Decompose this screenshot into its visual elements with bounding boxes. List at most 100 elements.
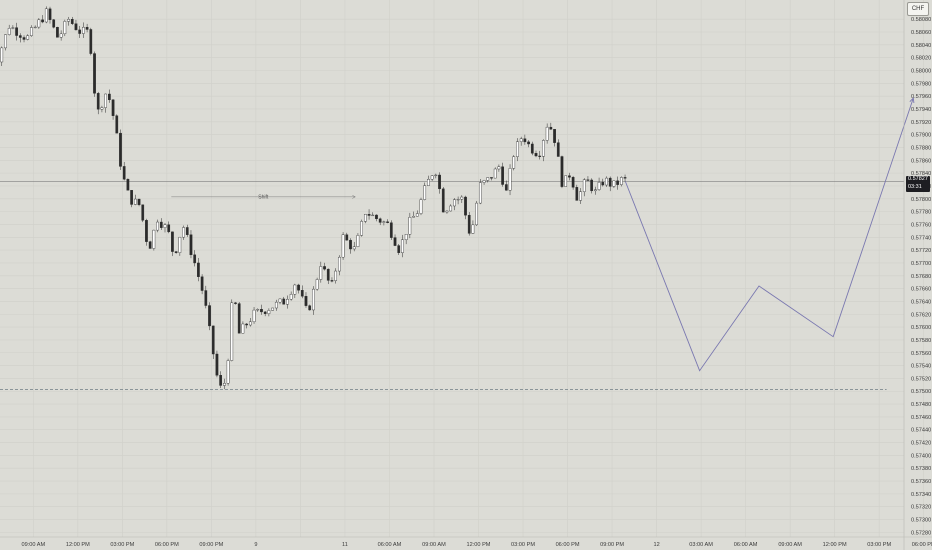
candle-body	[200, 276, 204, 291]
candle-body	[308, 305, 312, 311]
candle-body	[274, 301, 278, 309]
candle-body	[226, 360, 230, 384]
candle-body	[286, 299, 289, 305]
candle-body	[33, 26, 37, 29]
candle-body	[542, 140, 545, 157]
candle-body	[545, 126, 549, 141]
candle-body	[508, 168, 512, 191]
x-tick-label: 06:00 AM	[734, 542, 758, 548]
y-tick-label: 0.57440	[911, 428, 931, 434]
candle-body	[185, 227, 189, 235]
x-tick-label: 12:00 PM	[823, 542, 847, 548]
y-tick-label: 0.58060	[911, 30, 931, 36]
candle-body	[349, 239, 352, 250]
candle-body	[289, 294, 293, 300]
x-tick-label: 09:00 AM	[422, 542, 446, 548]
candle-body	[619, 177, 623, 185]
x-tick-label: 09:00 AM	[21, 542, 45, 548]
candle-body	[85, 26, 89, 30]
candle-body	[441, 188, 445, 213]
y-tick-label: 0.57940	[911, 107, 931, 113]
candle-body	[182, 227, 185, 238]
candle-body	[616, 180, 619, 185]
projection-path	[624, 97, 914, 372]
candle-body	[15, 27, 18, 36]
candle-body	[334, 270, 338, 281]
x-tick-label: 06:00 PM	[912, 542, 932, 548]
shift-arrowhead	[352, 195, 356, 199]
candle-body	[4, 34, 7, 49]
candle-body	[282, 298, 286, 305]
y-tick-label: 0.57880	[911, 145, 931, 151]
y-tick-label: 0.57740	[911, 235, 931, 241]
candle-body	[271, 307, 274, 311]
candle-body	[389, 222, 393, 238]
candle-body	[490, 177, 493, 179]
candle-body	[382, 221, 386, 223]
candle-body	[434, 174, 438, 177]
candle-body	[48, 8, 52, 20]
candle-body	[119, 132, 122, 167]
annotation-layer: Shift	[0, 181, 904, 201]
y-tick-label: 0.57620	[911, 312, 931, 318]
shift-label: Shift	[258, 195, 269, 201]
candle-body	[59, 33, 63, 38]
x-tick-label: 12	[653, 542, 659, 548]
y-tick-label: 0.58000	[911, 68, 931, 74]
candle-body	[156, 221, 159, 231]
candle-body	[193, 254, 197, 264]
candle-body	[393, 237, 397, 246]
candle-body	[230, 302, 234, 361]
y-tick-label: 0.57920	[911, 120, 931, 126]
y-tick-label: 0.57840	[911, 171, 931, 177]
candle-body	[386, 221, 389, 223]
candle-body	[430, 175, 434, 180]
candle-body	[575, 187, 579, 201]
candle-body	[237, 303, 241, 334]
candle-body	[360, 221, 363, 236]
candle-body	[549, 126, 553, 130]
candle-body	[263, 311, 267, 314]
y-tick-label: 0.57280	[911, 530, 931, 536]
y-tick-label: 0.58080	[911, 17, 931, 23]
y-tick-label: 0.58040	[911, 43, 931, 49]
y-tick-label: 0.57600	[911, 325, 931, 331]
candle-body	[512, 156, 516, 169]
candle-body	[248, 321, 252, 326]
candle-body	[126, 178, 130, 191]
candle-body	[122, 166, 126, 180]
candle-body	[523, 138, 527, 143]
x-tick-label: 09:00 PM	[199, 542, 223, 548]
candle-body	[152, 229, 156, 249]
candle-body	[133, 198, 137, 205]
x-tick-label: 12:00 PM	[467, 542, 491, 548]
grid-lines	[0, 0, 925, 537]
candle-body	[568, 175, 571, 178]
candle-body	[297, 284, 300, 291]
candle-body	[260, 309, 263, 313]
candle-body	[96, 93, 100, 110]
candle-body	[404, 234, 408, 241]
candle-body	[479, 182, 482, 204]
candle-body	[208, 305, 211, 327]
currency-badge[interactable]: CHF	[907, 2, 929, 16]
y-tick-label: 0.57540	[911, 364, 931, 370]
candle-body	[323, 266, 326, 270]
candle-body	[63, 21, 67, 35]
candle-body	[67, 19, 70, 22]
x-tick-label: 06:00 AM	[378, 542, 402, 548]
candle-body	[234, 302, 237, 304]
candle-body	[300, 290, 304, 297]
candle-body	[564, 175, 568, 187]
candle-body	[597, 182, 601, 190]
x-tick-label: 06:00 PM	[155, 542, 179, 548]
candle-body	[527, 141, 530, 145]
candle-body	[594, 189, 597, 192]
candle-body	[30, 27, 33, 36]
y-tick-label: 0.57680	[911, 274, 931, 280]
candle-body	[70, 19, 74, 24]
candle-body	[605, 177, 608, 186]
